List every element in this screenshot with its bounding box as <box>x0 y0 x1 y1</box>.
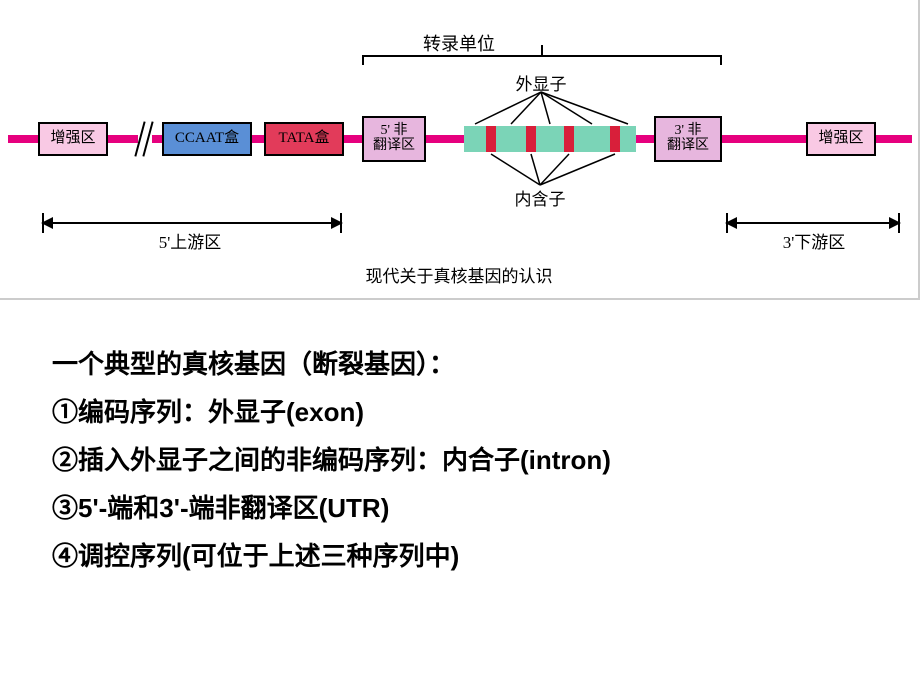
intron-bottom-label: 内含子 <box>505 185 575 210</box>
dna-segment <box>344 135 362 143</box>
intron-segment <box>526 126 536 152</box>
transcription-unit-bracket <box>362 55 722 65</box>
intron-segment <box>564 126 574 152</box>
tata-box: TATA盒 <box>264 122 344 156</box>
transcription-unit-label: 转录单位 <box>399 30 519 56</box>
exon-segment <box>574 126 610 152</box>
enhancer_l-box: 增强区 <box>38 122 108 156</box>
exon-segment <box>464 126 486 152</box>
utr3-box: 3' 非 翻译区 <box>654 116 722 162</box>
dna-segment <box>252 135 264 143</box>
text-line-4: ③5'-端和3'-端非翻译区(UTR) <box>52 484 611 532</box>
dna-segment <box>8 135 38 143</box>
text-line-3: ②插入外显子之间的非编码序列：内合子(intron) <box>52 436 611 484</box>
dna-segment <box>152 135 162 143</box>
gene-structure-diagram: 转录单位 外显子 增强区 CCAAT盒 TATA盒 5' 非 翻译区 3' 非 翻译区 增… <box>0 0 920 300</box>
exon-segment <box>496 126 526 152</box>
exon-segment <box>620 126 636 152</box>
description-text-block: 一个典型的真核基因（断裂基因）： ①编码序列：外显子(exon) ②插入外显子之… <box>52 340 611 580</box>
upstream-range-label: 5'上游区 <box>120 228 260 253</box>
ccaat-box: CCAAT盒 <box>162 122 252 156</box>
exon-segment <box>536 126 564 152</box>
dna-segment <box>108 135 138 143</box>
upstream-range-arrow <box>42 222 342 224</box>
intron-segment <box>610 126 620 152</box>
dna-segment <box>876 135 912 143</box>
intron-segment <box>486 126 496 152</box>
text-line-5: ④调控序列(可位于上述三种序列中) <box>52 532 611 580</box>
enhancer_r-box: 增强区 <box>806 122 876 156</box>
exon-intron-strip <box>464 126 636 152</box>
dna-segment <box>426 135 464 143</box>
utr5-box: 5' 非 翻译区 <box>362 116 426 162</box>
downstream-range-arrow <box>726 222 900 224</box>
diagram-caption: 现代关于真核基因的认识 <box>0 262 918 287</box>
text-line-2: ①编码序列：外显子(exon) <box>52 388 611 436</box>
exon-top-label: 外显子 <box>506 70 576 95</box>
dna-segment <box>722 135 806 143</box>
dna-break-mark <box>138 122 152 156</box>
text-line-1: 一个典型的真核基因（断裂基因）： <box>52 340 611 388</box>
downstream-range-label: 3'下游区 <box>754 228 874 253</box>
dna-segment <box>636 135 654 143</box>
